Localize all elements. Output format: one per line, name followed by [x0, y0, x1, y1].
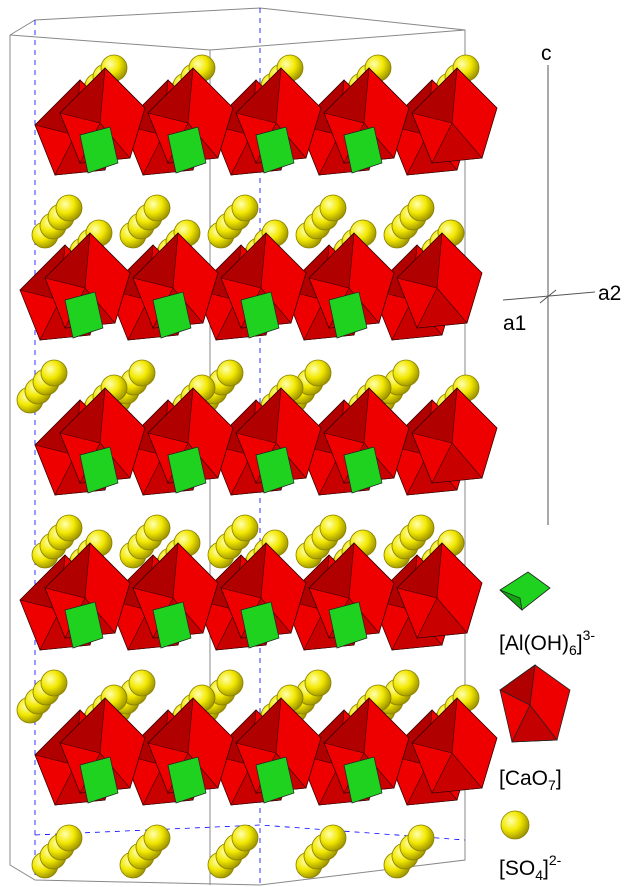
aluminate-octahedron: [255, 446, 295, 494]
calcium-face: [323, 387, 370, 444]
sulfate-sphere: [216, 359, 244, 387]
calcium-face: [431, 122, 483, 164]
aluminate-octahedron: [79, 446, 119, 494]
aluminate-octahedron: [152, 601, 192, 649]
calcium-face: [235, 697, 282, 754]
sulfate-sphere: [143, 194, 171, 222]
sulfate-sphere: [55, 194, 83, 222]
calcium-face: [416, 287, 468, 329]
calcium-face: [220, 542, 267, 599]
calcium-face: [44, 232, 91, 289]
sulfate-sphere: [55, 824, 83, 852]
legend-icons: [499, 571, 571, 840]
sulfate-sphere: [143, 514, 171, 542]
sulfate-sphere: [319, 194, 347, 222]
sulfate-sphere: [407, 824, 435, 852]
calcium-face: [323, 697, 370, 754]
sulfate-sphere: [231, 194, 259, 222]
aluminate-octahedron: [240, 601, 280, 649]
sulfate-sphere: [55, 514, 83, 542]
legend-label: [Al(OH)6]3-: [499, 627, 595, 658]
legend-label: [CaO7]: [499, 767, 562, 793]
sulfate-sphere: [40, 669, 68, 697]
sulfate-sphere: [407, 194, 435, 222]
aluminate-octahedron: [79, 756, 119, 804]
aluminate-octahedron: [167, 756, 207, 804]
sulfate-sphere: [231, 824, 259, 852]
sulfate-sphere: [392, 669, 420, 697]
aluminate-octahedron: [64, 601, 104, 649]
calcium-face: [132, 542, 179, 599]
calcium-face: [308, 232, 355, 289]
axis-label: a2: [598, 282, 621, 305]
sulfate-sphere: [40, 359, 68, 387]
calcium-face: [44, 542, 91, 599]
calcium-face: [396, 232, 443, 289]
calcium-face: [323, 67, 370, 124]
calcium-face: [416, 597, 468, 639]
aluminate-octahedron: [152, 291, 192, 339]
calcium-face: [147, 387, 194, 444]
sulfate-sphere: [304, 359, 332, 387]
calcium-face: [59, 67, 106, 124]
aluminate-octahedron: [343, 756, 383, 804]
calcium-face: [411, 67, 458, 124]
calcium-face: [308, 542, 355, 599]
aluminate-octahedron: [64, 291, 104, 339]
aluminate-octahedron: [328, 291, 368, 339]
aluminate-octahedron: [255, 126, 295, 174]
sulfate-sphere: [319, 514, 347, 542]
calcium-face: [411, 697, 458, 754]
sulfate-sphere: [216, 669, 244, 697]
sulfate-sphere: [319, 824, 347, 852]
calcium-face: [59, 697, 106, 754]
calcium-face: [235, 387, 282, 444]
sulfate-sphere: [128, 669, 156, 697]
legend-label: [SO4]2-: [499, 852, 562, 883]
axis-label: a1: [503, 312, 526, 335]
axis-label: c: [541, 42, 552, 65]
sulfate-sphere: [231, 514, 259, 542]
aluminate-octahedron: [240, 291, 280, 339]
calcium-face: [431, 752, 483, 794]
sulfate-sphere: [128, 359, 156, 387]
aluminate-octahedron: [255, 756, 295, 804]
calcium-face: [132, 232, 179, 289]
aluminate-octahedron: [167, 126, 207, 174]
axis-system: [502, 65, 596, 525]
calcium-face: [147, 67, 194, 124]
calcium-face: [147, 697, 194, 754]
calcium-face: [431, 442, 483, 484]
aluminate-octahedron: [167, 446, 207, 494]
sulfate-sphere: [143, 824, 171, 852]
calcium-face: [59, 387, 106, 444]
aluminate-octahedron: [79, 126, 119, 174]
aluminate-octahedron: [343, 446, 383, 494]
aluminate-octahedron: [343, 126, 383, 174]
sulfate-sphere: [304, 669, 332, 697]
calcium-face: [411, 387, 458, 444]
aluminate-octahedron: [328, 601, 368, 649]
calcium-face: [220, 232, 267, 289]
sulfate-sphere: [392, 359, 420, 387]
calcium-face: [396, 542, 443, 599]
calcium-face: [235, 67, 282, 124]
polyhedra: [16, 54, 498, 879]
sulfate-sphere: [407, 514, 435, 542]
